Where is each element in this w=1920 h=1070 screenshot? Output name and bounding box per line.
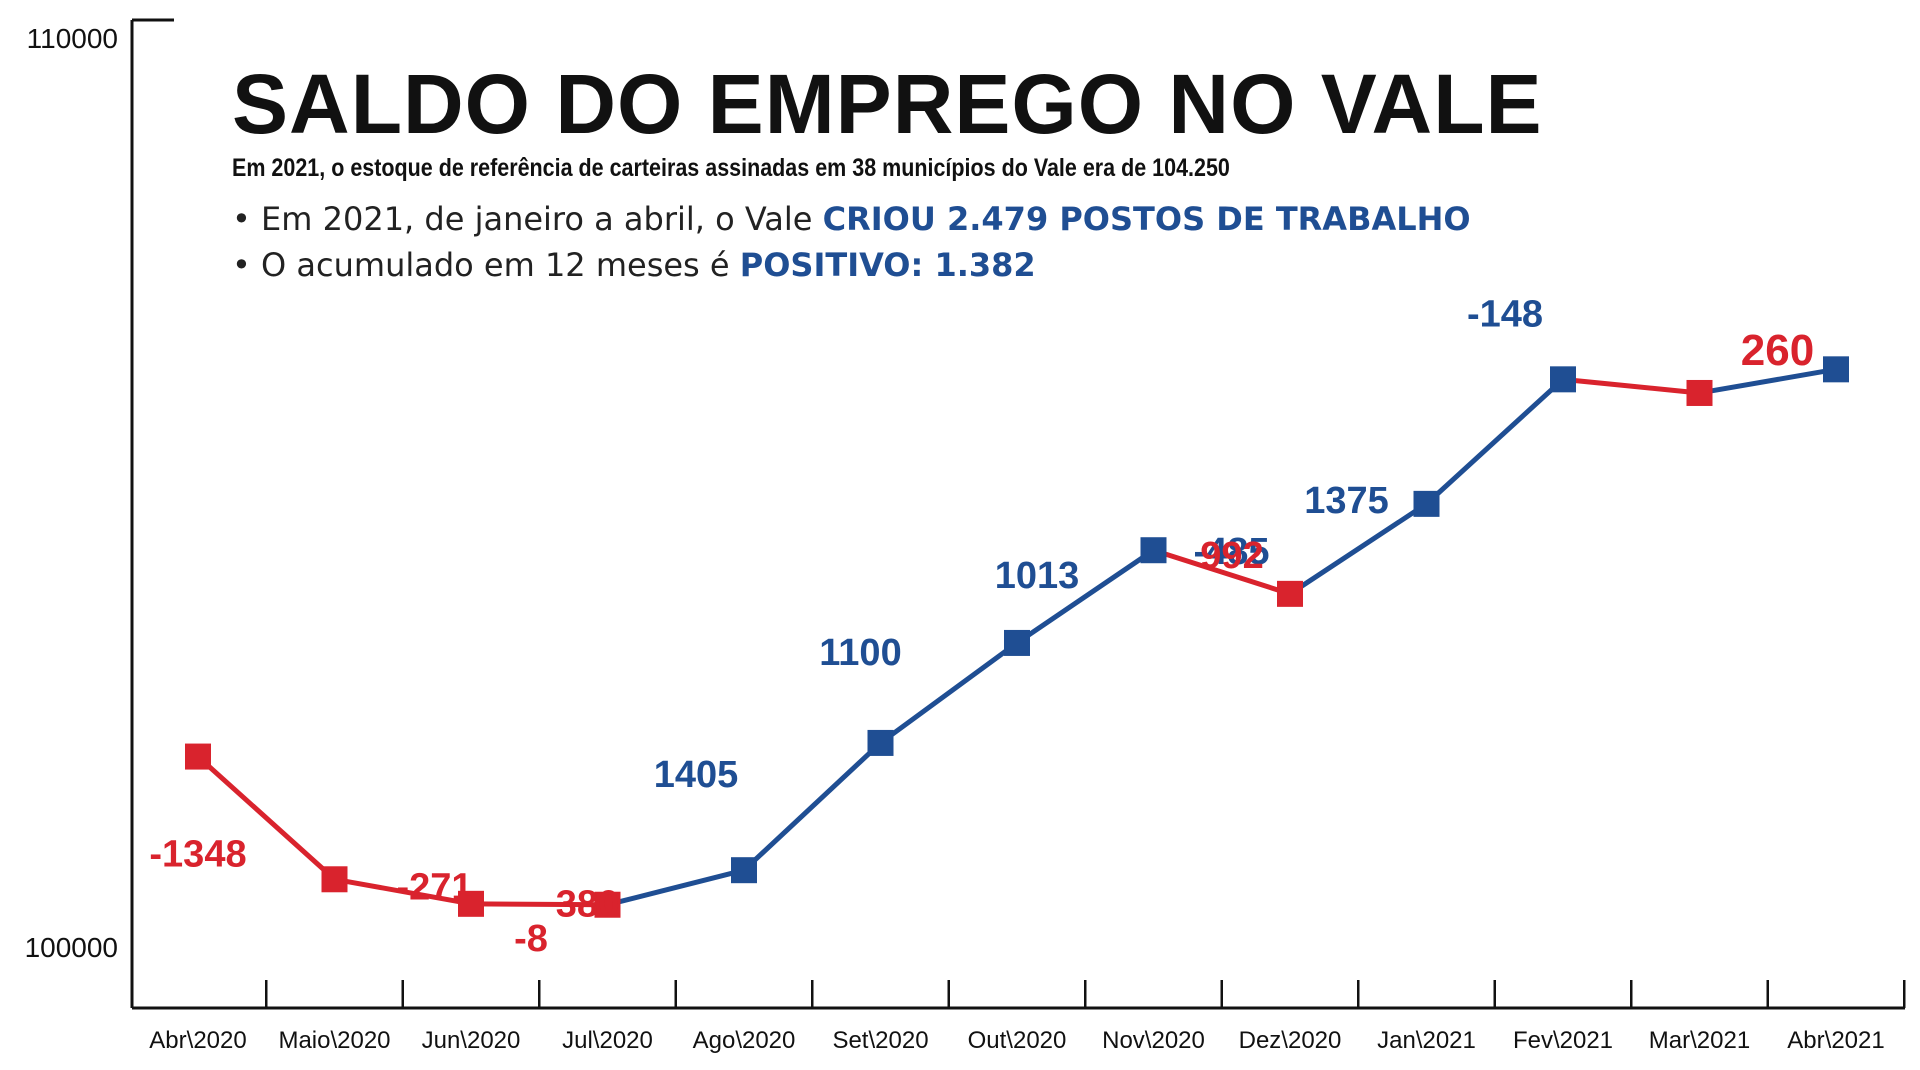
x-tick-label: Abr\2020 <box>149 1027 246 1054</box>
series-line-segment <box>1697 366 1839 396</box>
data-point-marker <box>185 743 211 770</box>
series-line-segment <box>1560 376 1702 396</box>
bullet-created-jobs: • Em 2021, de janeiro a abril, o Vale CR… <box>232 200 1471 238</box>
x-tick-label: Jan\2021 <box>1377 1027 1476 1054</box>
data-label: -271 <box>396 866 472 908</box>
bullet-text: • Em 2021, de janeiro a abril, o Vale <box>232 200 823 238</box>
data-label: -485 <box>1193 531 1269 573</box>
data-label: 1100 <box>819 632 901 674</box>
bullet-text: • O acumulado em 12 meses é <box>232 246 740 284</box>
data-point-marker <box>1140 537 1167 564</box>
x-tick-label: Maio\2020 <box>278 1027 390 1054</box>
data-point-marker <box>458 890 484 917</box>
x-tick-label: Ago\2020 <box>693 1027 796 1054</box>
x-tick-label: Jul\2020 <box>562 1027 653 1054</box>
data-label: 1405 <box>654 754 739 796</box>
data-point-marker <box>594 891 621 918</box>
series-line-segment <box>605 867 747 908</box>
data-label: -8 <box>514 918 548 960</box>
x-tick-label: Set\2020 <box>832 1027 928 1054</box>
data-point-marker <box>867 729 894 756</box>
x-tick-label: Fev\2021 <box>1513 1027 1613 1054</box>
data-label: 380 <box>556 884 619 926</box>
y-tick-label: 110000 <box>27 23 118 54</box>
chart-subtitle: Em 2021, o estoque de referência de cart… <box>232 154 1230 182</box>
series-line-segment <box>741 740 883 873</box>
data-point-marker <box>1686 379 1713 406</box>
data-point-marker <box>731 857 757 884</box>
data-label: 260 <box>1741 326 1814 375</box>
chart-title: SALDO DO EMPREGO NO VALE <box>232 57 1543 151</box>
bullet-accumulated: • O acumulado em 12 meses é POSITIVO: 1.… <box>232 246 1036 284</box>
data-label: -148 <box>1467 293 1543 335</box>
data-point-marker <box>1277 580 1303 607</box>
series-line-segment <box>1151 547 1293 597</box>
x-tick-label: Dez\2020 <box>1239 1027 1342 1054</box>
x-tick-label: Jun\2020 <box>422 1027 521 1054</box>
data-point-marker <box>1550 366 1576 393</box>
series-line-segment <box>1424 376 1566 507</box>
x-tick-label: Out\2020 <box>968 1027 1067 1054</box>
bullet-highlight: POSITIVO: 1.382 <box>739 246 1036 284</box>
data-point-marker <box>1413 490 1440 517</box>
x-tick-label: Abr\2021 <box>1787 1027 1884 1054</box>
series-line-segment <box>1287 501 1429 597</box>
series-line-segment <box>1014 547 1156 646</box>
series-line-segment <box>468 901 610 908</box>
series-line-segment <box>332 876 474 907</box>
y-tick-label: 100000 <box>25 932 118 963</box>
data-label: 992 <box>1200 535 1263 577</box>
bullet-highlight: CRIOU 2.479 POSTOS DE TRABALHO <box>822 200 1471 238</box>
data-point-marker <box>321 866 348 893</box>
data-point-marker <box>1004 629 1030 656</box>
data-label: 1013 <box>995 555 1080 597</box>
series-line-segment <box>878 640 1020 746</box>
series-line-segment <box>195 754 337 882</box>
data-point-marker <box>1823 356 1849 383</box>
x-tick-label: Nov\2020 <box>1102 1027 1205 1054</box>
data-label: 1375 <box>1304 480 1389 522</box>
x-tick-label: Mar\2021 <box>1649 1027 1750 1054</box>
data-label: -1348 <box>149 834 246 876</box>
